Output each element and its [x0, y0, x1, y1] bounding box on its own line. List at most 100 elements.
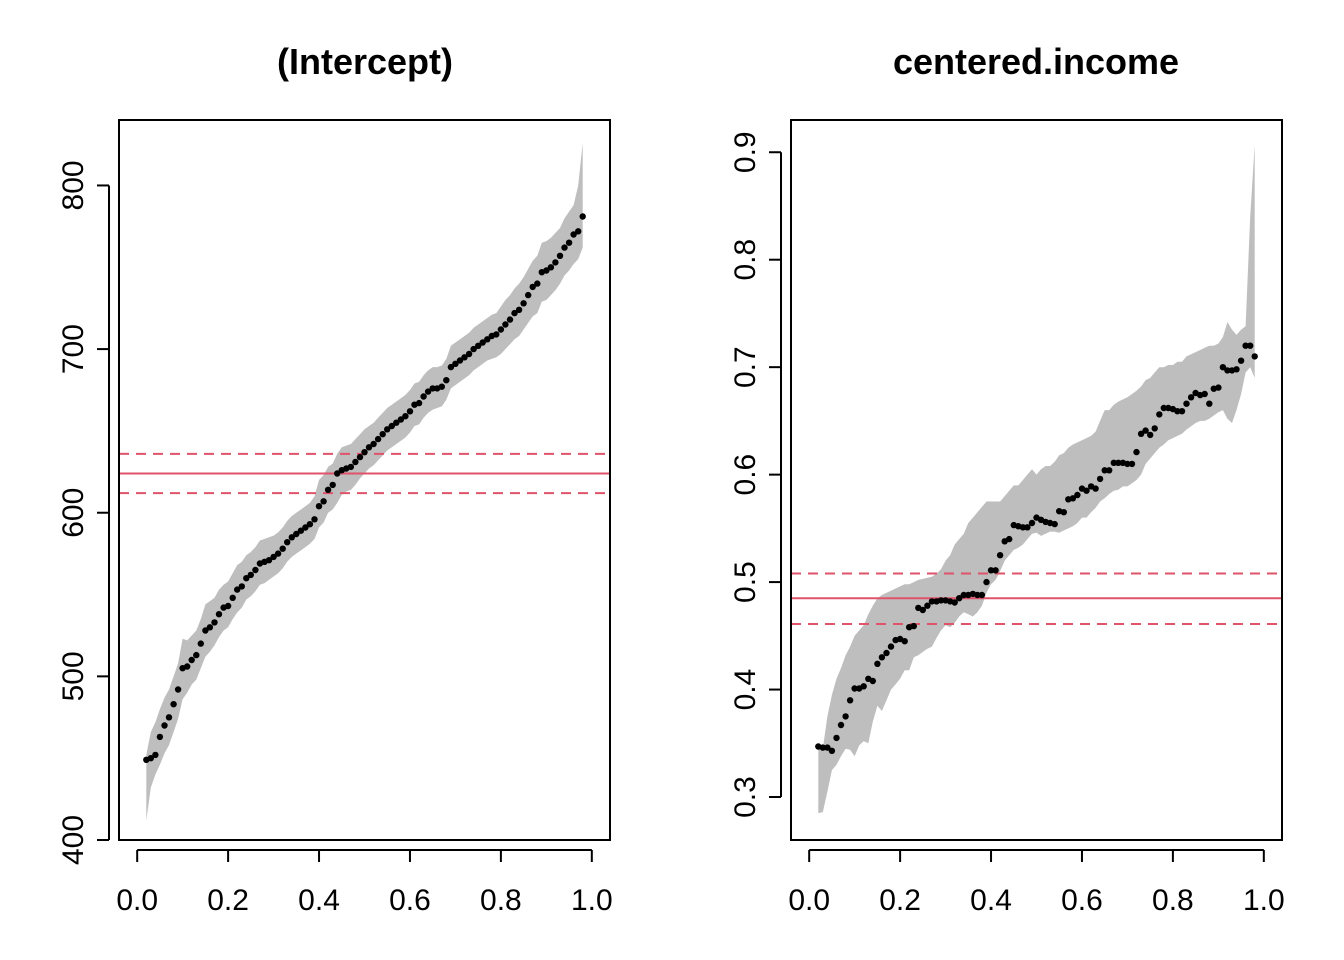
y-tick-label: 0.8: [729, 239, 762, 281]
data-point: [402, 413, 409, 420]
data-point: [1224, 367, 1231, 374]
data-point: [193, 651, 200, 659]
data-point: [575, 228, 582, 235]
data-point: [379, 431, 386, 438]
y-tick-label: 800: [57, 160, 90, 210]
data-point: [324, 486, 332, 493]
data-point: [265, 557, 273, 564]
data-point: [247, 571, 254, 579]
confidence-band: [818, 144, 1255, 814]
data-point: [493, 331, 500, 338]
data-point: [197, 640, 204, 647]
data-point: [447, 363, 455, 371]
data-point: [438, 383, 445, 390]
data-point: [525, 291, 532, 299]
data-point: [919, 606, 926, 614]
data-point: [987, 567, 995, 574]
x-tick-label: 0.2: [207, 884, 249, 917]
data-point: [1201, 390, 1208, 398]
y-tick-label: 0.3: [729, 776, 762, 818]
data-point: [415, 399, 423, 407]
data-point: [1160, 404, 1168, 412]
data-point: [170, 701, 177, 708]
data-point: [520, 300, 527, 307]
data-point: [465, 350, 473, 358]
data-point: [960, 591, 967, 599]
data-point: [306, 521, 314, 528]
data-point: [156, 733, 164, 741]
y-tick-label: 600: [57, 488, 90, 538]
data-point: [352, 458, 359, 466]
data-point: [320, 498, 327, 505]
data-point: [475, 342, 482, 349]
data-point: [928, 598, 936, 605]
data-point: [497, 326, 505, 333]
data-point: [470, 345, 477, 353]
y-tick-label: 700: [57, 324, 90, 374]
data-point: [974, 591, 981, 599]
data-point: [992, 567, 999, 574]
data-points: [815, 342, 1258, 754]
x-tick-label: 0.6: [1061, 884, 1103, 917]
data-point: [147, 755, 154, 762]
data-point: [188, 656, 195, 664]
data-point: [1096, 475, 1104, 483]
data-point: [1133, 448, 1140, 456]
data-point: [978, 591, 986, 599]
data-point: [1101, 467, 1108, 474]
data-point: [556, 252, 564, 259]
data-point: [552, 259, 559, 266]
reference-lines: [791, 572, 1282, 625]
data-point: [937, 597, 945, 604]
data-point: [152, 751, 159, 759]
y-tick-label: 400: [57, 815, 90, 865]
x-tick-label: 1.0: [571, 884, 613, 917]
data-point: [529, 283, 536, 291]
x-tick-label: 1.0: [1243, 884, 1285, 917]
data-point: [956, 595, 963, 602]
data-point: [924, 602, 931, 609]
y-tick-label: 0.7: [729, 346, 762, 388]
data-point: [561, 244, 568, 251]
data-point: [846, 697, 854, 704]
data-point: [1074, 491, 1081, 499]
panel-centered-income: centered.income 0.0 0.2 0.4 0.6 0.8 1.0 0.30.…: [729, 41, 1285, 917]
data-point: [461, 354, 468, 361]
data-point: [1092, 485, 1099, 492]
data-point: [1187, 394, 1195, 401]
data-point: [429, 385, 436, 392]
data-point: [1137, 430, 1145, 437]
data-point: [883, 649, 890, 657]
data-point: [1156, 411, 1163, 418]
data-point: [1142, 427, 1149, 434]
x-tick-label: 0.8: [1152, 884, 1194, 917]
data-point: [996, 552, 1004, 559]
data-point: [1083, 487, 1090, 494]
data-point: [837, 721, 845, 729]
data-point: [579, 213, 586, 220]
data-point: [334, 470, 341, 477]
data-point: [393, 419, 400, 426]
data-point: [543, 267, 550, 274]
data-point: [1110, 459, 1118, 466]
data-point: [1051, 520, 1058, 528]
data-point: [406, 408, 414, 415]
data-point: [184, 663, 191, 670]
data-point: [874, 660, 881, 667]
data-point: [420, 393, 427, 400]
data-point: [1247, 342, 1254, 349]
y-tick-label: 0.4: [729, 669, 762, 711]
data-point: [165, 714, 173, 721]
data-point: [570, 231, 577, 238]
data-point: [229, 594, 236, 601]
y-axis: 400 500 600 700 800: [57, 160, 110, 865]
data-point: [174, 686, 182, 693]
chart-title: centered.income: [893, 41, 1179, 82]
data-point: [833, 734, 840, 742]
data-point: [1115, 459, 1122, 466]
y-tick-label: 0.6: [729, 454, 762, 496]
x-tick-label: 0.4: [298, 884, 340, 917]
data-point: [293, 530, 300, 538]
data-point: [1006, 535, 1013, 543]
